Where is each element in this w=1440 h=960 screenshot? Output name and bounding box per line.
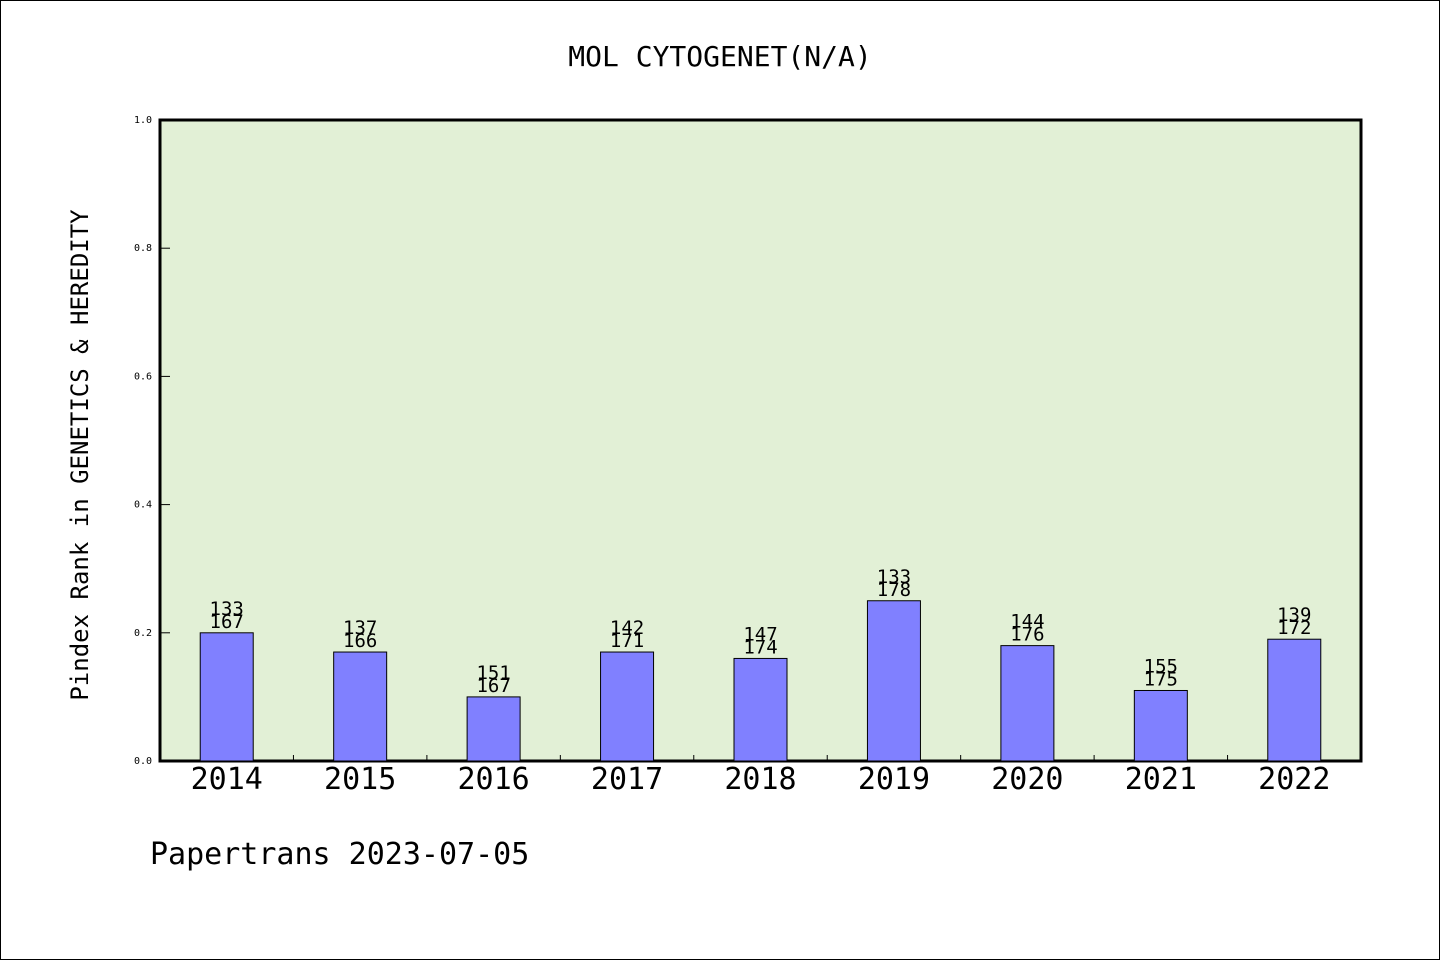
- chart-title: MOL CYTOGENET(N/A): [568, 40, 871, 73]
- bar-label-bottom: 175: [1144, 668, 1178, 690]
- x-tick-label: 2016: [457, 762, 529, 797]
- bar-2015: [333, 651, 388, 762]
- bar-label-top: 137: [343, 617, 377, 639]
- bar-label-bottom: 176: [1010, 624, 1044, 646]
- y-tick-label: 0.6: [134, 371, 152, 382]
- bar-label-top: 133: [877, 566, 911, 588]
- bar-2021: [1133, 689, 1188, 762]
- bar-label-bottom: 172: [1277, 617, 1311, 639]
- x-tick-label: 2021: [1125, 762, 1197, 797]
- bar-label-bottom: 178: [877, 579, 911, 601]
- bar-label-bottom: 174: [743, 636, 777, 658]
- bar-label-bottom: 167: [210, 611, 244, 633]
- bar-2018: [733, 657, 788, 762]
- bar-label-top: 144: [1010, 611, 1044, 633]
- y-tick-label: 0.0: [134, 756, 152, 767]
- y-axis-label: Pindex Rank in GENETICS & HEREDITY: [66, 209, 94, 701]
- x-tick-label: 2019: [858, 762, 930, 797]
- bar-label-bottom: 166: [343, 630, 377, 652]
- x-tick-label: 2020: [991, 762, 1063, 797]
- y-tick-label: 0.8: [134, 243, 152, 254]
- x-tick-label: 2014: [191, 762, 263, 797]
- bars: [199, 600, 1322, 762]
- bar-label-top: 139: [1277, 604, 1311, 626]
- bar-label-top: 147: [743, 623, 777, 645]
- footer-credit: Papertrans 2023-07-05: [150, 837, 529, 872]
- bar-2016: [466, 696, 521, 762]
- x-tick-label: 2018: [724, 762, 796, 797]
- bar-label-top: 155: [1144, 655, 1178, 677]
- bar-label-top: 151: [476, 662, 510, 684]
- bar-2017: [600, 651, 655, 762]
- bar-label-bottom: 167: [476, 675, 510, 697]
- x-axis-labels: 2014 2015 2016 2017 2018 2019 2020 2021 2022: [191, 762, 1331, 797]
- x-axis-ticks: [292, 755, 1229, 761]
- bar-2020: [1000, 645, 1055, 762]
- y-tick-label: 1.0: [134, 115, 152, 126]
- bar-label-top: 133: [210, 598, 244, 620]
- y-tick-label: 0.2: [134, 628, 152, 639]
- bar-2014: [199, 632, 254, 762]
- y-tick-label: 0.4: [134, 500, 152, 511]
- y-axis-ticks: 0.0 0.2 0.4 0.6 0.8 1.0: [134, 115, 170, 767]
- x-tick-label: 2017: [591, 762, 663, 797]
- x-tick-label: 2022: [1258, 762, 1330, 797]
- x-tick-label: 2015: [324, 762, 396, 797]
- bar-label-top: 142: [610, 617, 644, 639]
- bar-label-bottom: 171: [610, 630, 644, 652]
- bar-2019: [866, 600, 921, 762]
- bar-2022: [1267, 638, 1322, 762]
